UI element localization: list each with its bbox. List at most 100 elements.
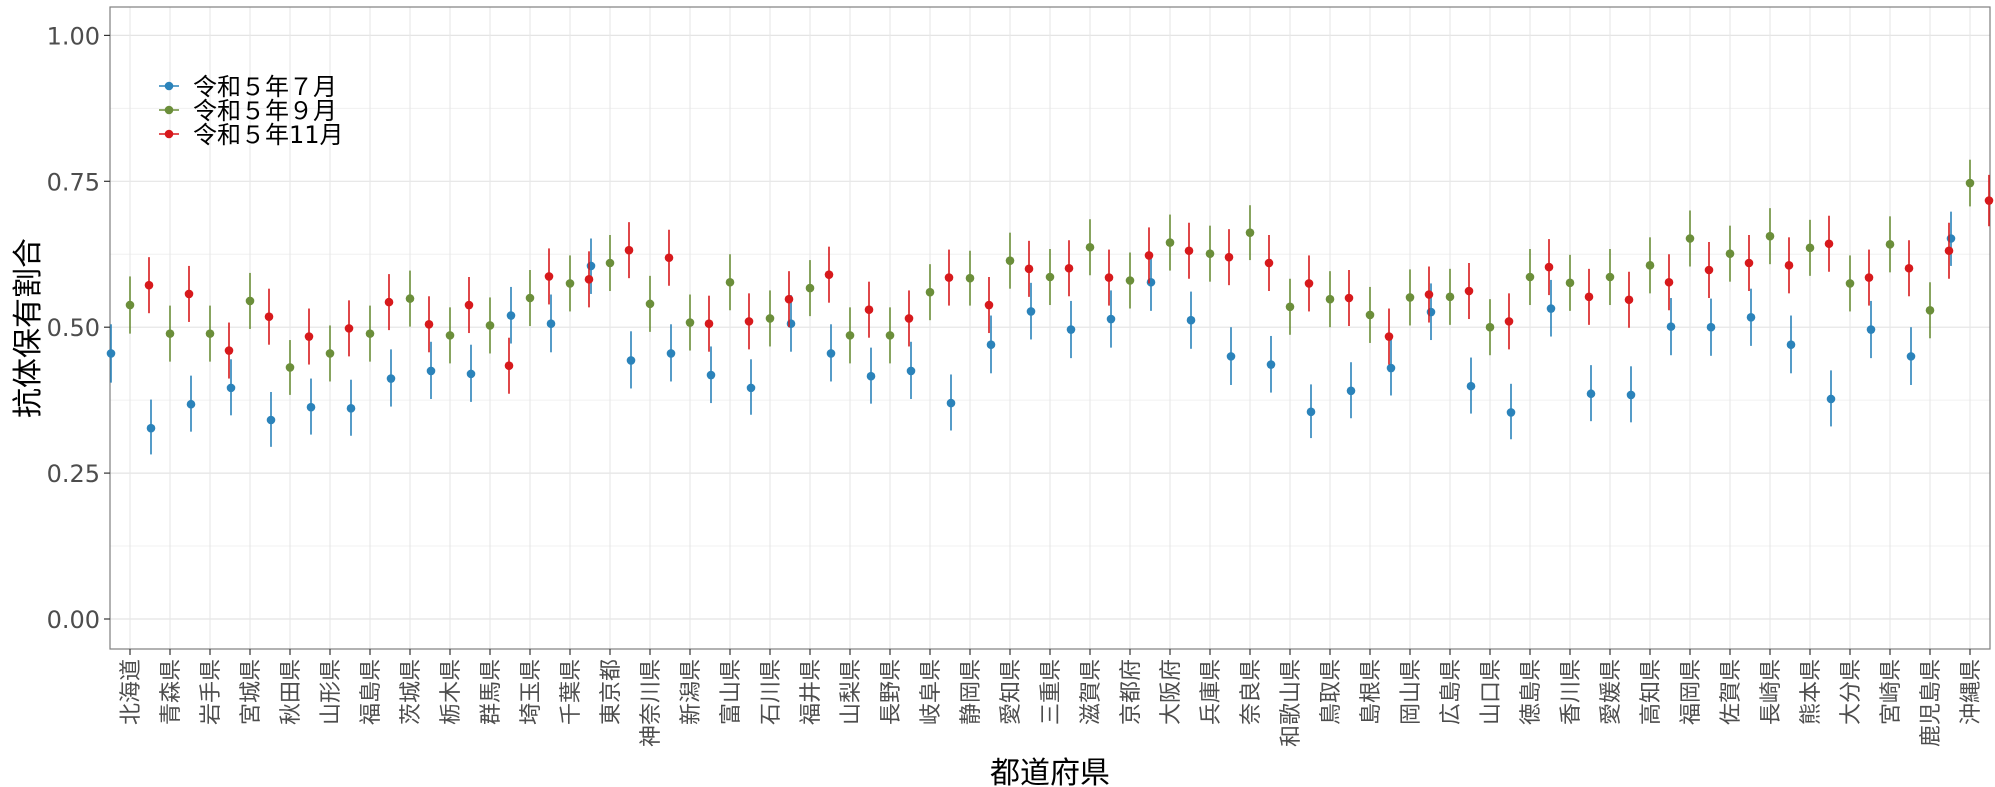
data-point — [144, 280, 154, 290]
data-point — [1085, 242, 1095, 252]
data-point — [224, 346, 234, 355]
x-tick-label: 徳島県 — [1519, 659, 1544, 725]
data-point — [1386, 363, 1396, 373]
data-point — [485, 321, 495, 330]
data-point — [1725, 249, 1735, 258]
data-point — [1005, 256, 1015, 265]
data-point — [1146, 277, 1156, 287]
data-point — [984, 300, 994, 310]
data-point — [784, 294, 794, 304]
data-point — [306, 402, 316, 412]
data-point — [1904, 263, 1914, 273]
legend-key-point — [164, 81, 174, 91]
data-point — [666, 349, 676, 358]
x-tick-label: 滋賀県 — [1079, 659, 1104, 725]
x-tick-label: 茨城県 — [399, 659, 424, 725]
x-tick-label: 山口県 — [1479, 659, 1504, 725]
data-point — [1504, 317, 1514, 326]
x-tick-label: 高知県 — [1639, 659, 1664, 725]
data-point — [1346, 386, 1356, 396]
x-axis: 北海道 青森県 岩手県 宮城県 秋田県 山形県 福島県 茨城県 栃木県 群馬県 埼玉県 千葉県 東京都神… — [119, 649, 1984, 747]
data-point — [546, 319, 556, 328]
data-point — [946, 398, 956, 408]
x-tick-label: 山形県 — [319, 659, 344, 725]
data-point — [504, 361, 514, 371]
x-tick-label: 秋田県 — [279, 659, 304, 725]
data-point — [146, 423, 156, 433]
data-point — [1666, 322, 1676, 331]
x-tick-label: 宮崎県 — [1879, 659, 1904, 725]
y-tick-label: 0.00 — [47, 606, 100, 634]
data-point — [1906, 352, 1916, 361]
x-tick-label: 三重県 — [1039, 659, 1064, 725]
legend-label: 令和５年７月 — [193, 73, 337, 101]
data-point — [1626, 390, 1636, 400]
x-tick-label: 石川県 — [759, 659, 784, 725]
y-axis-title: 抗体保有割合 — [11, 238, 46, 418]
data-point — [605, 258, 615, 268]
x-tick-label: 広島県 — [1439, 659, 1464, 725]
x-tick-label: 鳥取県 — [1319, 659, 1344, 725]
data-point — [1866, 325, 1876, 334]
x-axis-title: 都道府県 — [990, 756, 1110, 787]
data-point — [925, 287, 935, 297]
data-point — [885, 331, 895, 340]
x-tick-label: 島根県 — [1359, 659, 1384, 725]
data-point — [904, 314, 914, 323]
data-point — [226, 383, 236, 393]
x-tick-label: 岐阜県 — [919, 659, 944, 725]
data-point — [464, 300, 474, 310]
data-point — [1184, 246, 1194, 256]
data-point — [1064, 263, 1074, 273]
data-point — [1784, 261, 1794, 270]
data-point — [1965, 178, 1975, 188]
x-tick-label: 和歌山県 — [1279, 659, 1304, 747]
x-tick-label: 静岡県 — [959, 659, 984, 725]
data-point — [506, 311, 516, 320]
data-point — [1845, 279, 1855, 288]
x-tick-label: 佐賀県 — [1719, 659, 1744, 725]
x-tick-label: 愛媛県 — [1599, 659, 1624, 725]
data-point — [1245, 228, 1255, 237]
x-tick-label: 青森県 — [159, 659, 184, 725]
x-tick-label: 福岡県 — [1679, 659, 1704, 725]
data-point — [1365, 310, 1375, 320]
data-point — [264, 312, 274, 321]
data-point — [704, 319, 714, 328]
data-point — [384, 297, 394, 307]
data-point — [584, 275, 594, 284]
x-tick-label: 宮城県 — [239, 659, 264, 725]
x-tick-label: 山梨県 — [839, 659, 864, 725]
data-point — [445, 331, 455, 340]
x-tick-label: 鹿児島県 — [1919, 659, 1944, 747]
x-tick-label: 富山県 — [719, 659, 744, 725]
data-point — [325, 349, 335, 358]
x-tick-label: 群馬県 — [479, 659, 504, 725]
data-point — [626, 356, 636, 365]
data-point — [186, 399, 196, 409]
data-point — [106, 349, 116, 358]
x-tick-label: 大分県 — [1839, 659, 1864, 725]
data-point — [965, 273, 975, 283]
data-point — [786, 319, 796, 328]
data-point — [1266, 360, 1276, 369]
data-point — [1424, 290, 1434, 299]
y-axis: 0.00 0.25 0.50 0.75 1.00 — [47, 22, 110, 634]
data-point — [565, 279, 575, 288]
data-point — [1466, 381, 1476, 391]
data-point — [1026, 307, 1036, 316]
data-point — [1066, 325, 1076, 334]
series-2 — [125, 159, 1975, 395]
data-point — [1024, 264, 1034, 274]
data-point — [725, 277, 735, 287]
data-point — [424, 319, 434, 329]
data-point — [304, 332, 314, 341]
data-point — [1445, 292, 1455, 302]
legend-label: 令和５年９月 — [193, 97, 337, 125]
data-point — [1144, 251, 1154, 260]
data-point — [864, 305, 874, 314]
data-point — [1506, 408, 1516, 417]
data-point — [346, 404, 356, 413]
data-point — [1624, 295, 1634, 305]
